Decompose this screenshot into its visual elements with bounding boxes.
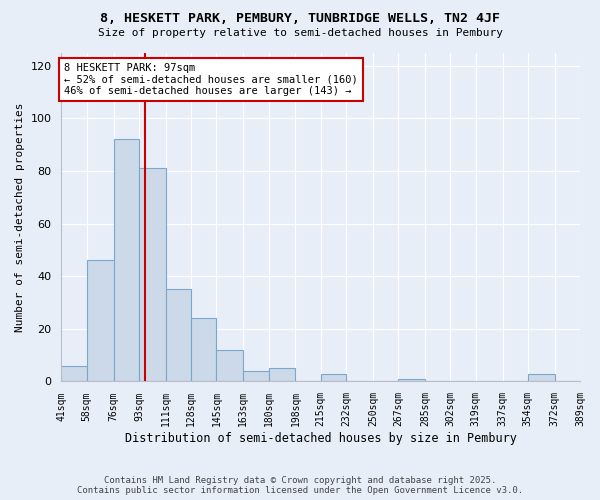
- Bar: [243, 371, 269, 382]
- Y-axis label: Number of semi-detached properties: Number of semi-detached properties: [15, 102, 25, 332]
- Bar: [191, 318, 217, 382]
- Bar: [139, 168, 166, 382]
- Bar: [217, 350, 243, 382]
- Bar: [113, 140, 139, 382]
- Text: Contains HM Land Registry data © Crown copyright and database right 2025.
Contai: Contains HM Land Registry data © Crown c…: [77, 476, 523, 495]
- X-axis label: Distribution of semi-detached houses by size in Pembury: Distribution of semi-detached houses by …: [125, 432, 517, 445]
- Bar: [528, 374, 554, 382]
- Text: Size of property relative to semi-detached houses in Pembury: Size of property relative to semi-detach…: [97, 28, 503, 38]
- Bar: [398, 379, 425, 382]
- Bar: [166, 290, 191, 382]
- Bar: [321, 374, 346, 382]
- Bar: [87, 260, 113, 382]
- Bar: [269, 368, 295, 382]
- Text: 8 HESKETT PARK: 97sqm
← 52% of semi-detached houses are smaller (160)
46% of sem: 8 HESKETT PARK: 97sqm ← 52% of semi-deta…: [64, 63, 358, 96]
- Text: 8, HESKETT PARK, PEMBURY, TUNBRIDGE WELLS, TN2 4JF: 8, HESKETT PARK, PEMBURY, TUNBRIDGE WELL…: [100, 12, 500, 26]
- Bar: [61, 366, 87, 382]
